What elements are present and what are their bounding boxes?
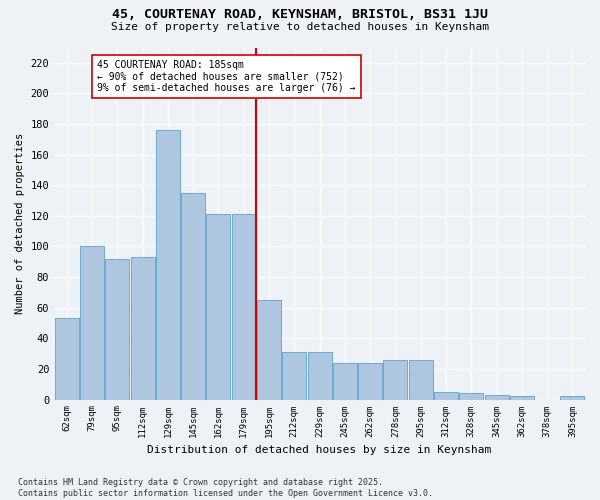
Bar [308,352,332,400]
Bar [510,396,534,400]
Bar [409,360,433,400]
Bar [282,352,307,400]
Bar [459,394,483,400]
Bar [131,257,155,400]
Y-axis label: Number of detached properties: Number of detached properties [15,133,25,314]
Bar [358,363,382,400]
Bar [156,130,180,400]
Bar [55,318,79,400]
Bar [181,193,205,400]
Bar [257,300,281,400]
Text: Contains HM Land Registry data © Crown copyright and database right 2025.
Contai: Contains HM Land Registry data © Crown c… [18,478,433,498]
Bar [434,392,458,400]
Bar [560,396,584,400]
Text: 45, COURTENAY ROAD, KEYNSHAM, BRISTOL, BS31 1JU: 45, COURTENAY ROAD, KEYNSHAM, BRISTOL, B… [112,8,488,20]
Bar [106,258,130,400]
Bar [206,214,230,400]
Bar [383,360,407,400]
Bar [80,246,104,400]
Text: Size of property relative to detached houses in Keynsham: Size of property relative to detached ho… [111,22,489,32]
Bar [485,395,509,400]
X-axis label: Distribution of detached houses by size in Keynsham: Distribution of detached houses by size … [148,445,492,455]
Bar [232,214,256,400]
Bar [333,363,357,400]
Text: 45 COURTENAY ROAD: 185sqm
← 90% of detached houses are smaller (752)
9% of semi-: 45 COURTENAY ROAD: 185sqm ← 90% of detac… [97,60,356,93]
